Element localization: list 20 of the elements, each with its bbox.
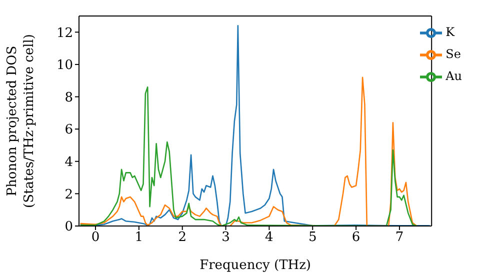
- y-tick-label: 6: [64, 122, 73, 138]
- y-axis-title: Phonon projected DOS (States/THz·primitive cell): [5, 34, 37, 208]
- x-tick-label: 6: [352, 230, 360, 246]
- legend-label: Au: [446, 69, 462, 84]
- legend-label: K: [446, 25, 455, 40]
- x-tick-label: 2: [178, 230, 186, 246]
- x-tick-label: 0: [91, 230, 100, 246]
- x-tick-label: 4: [265, 230, 274, 246]
- legend-label: Se: [446, 47, 461, 62]
- y-tick-label: 8: [64, 90, 73, 106]
- y-tick-label: 4: [64, 155, 73, 170]
- x-axis-title: Frequency (THz): [200, 258, 312, 274]
- y-tick-label: 0: [64, 220, 73, 235]
- y-tick-label: 2: [64, 187, 73, 202]
- x-tick-label: 1: [134, 230, 144, 246]
- x-tick-label: 3: [222, 230, 230, 246]
- x-tick-label: 7: [395, 230, 404, 246]
- y-tick-label: 12: [56, 26, 73, 41]
- x-tick-label: 5: [308, 230, 317, 246]
- y-tick-label: 10: [56, 58, 73, 74]
